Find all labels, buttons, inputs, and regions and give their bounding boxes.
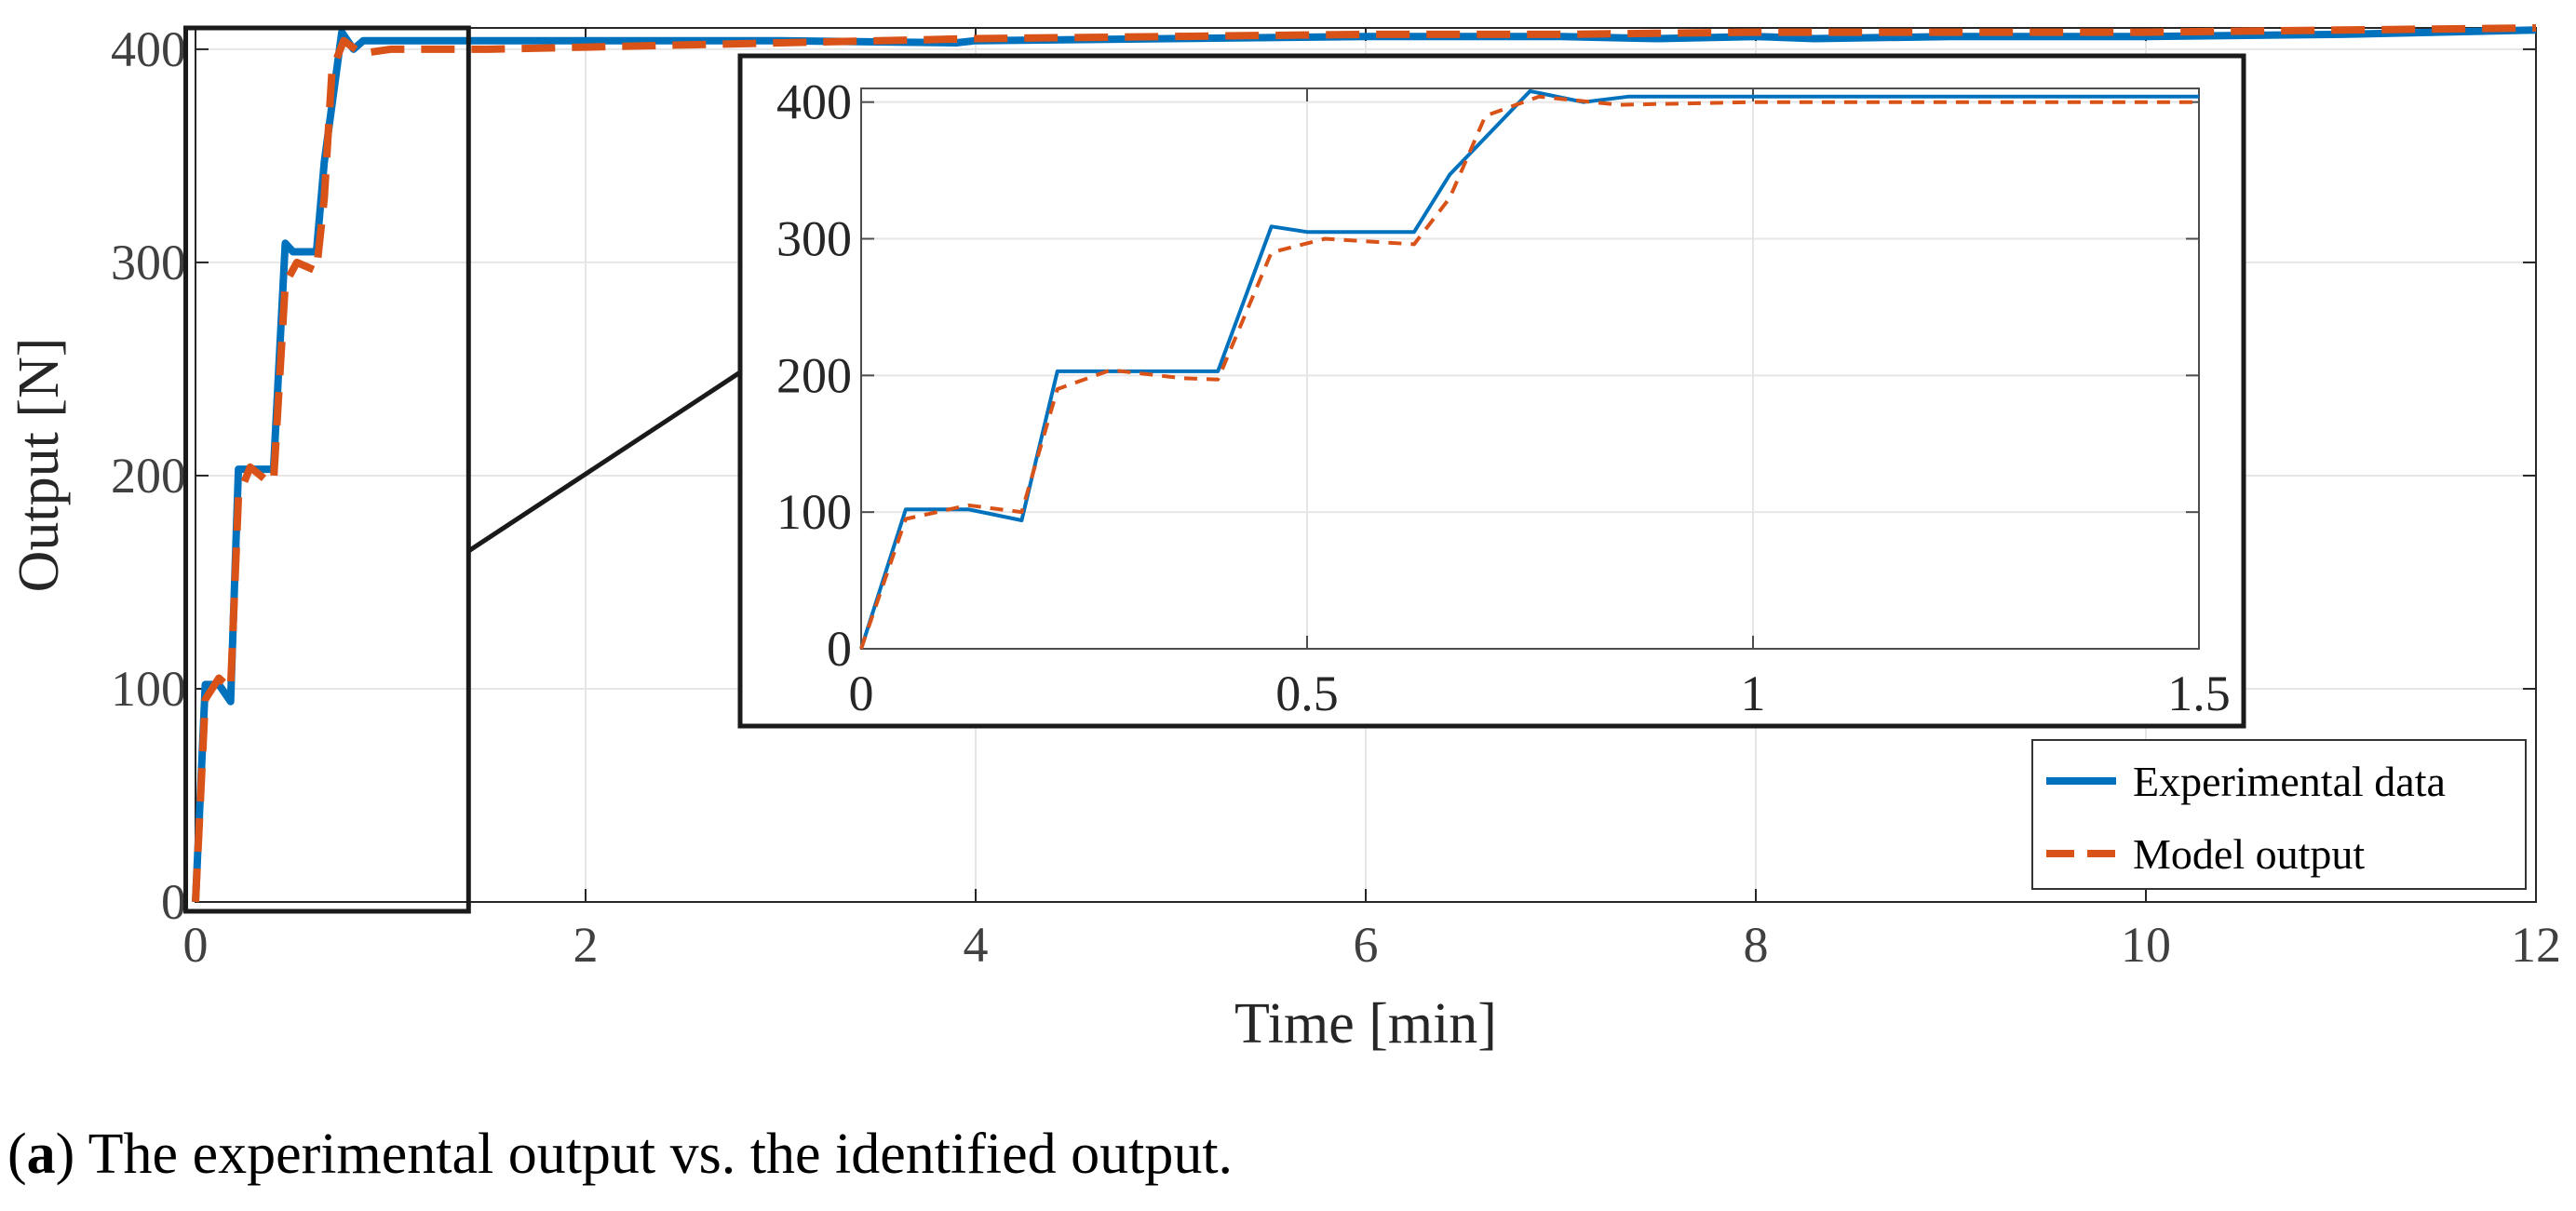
inset-model-output-line	[859, 94, 2199, 650]
inset-y-tick-label: 200	[776, 347, 852, 403]
main-x-tick-label: 10	[2121, 917, 2171, 973]
caption-prefix: (	[7, 1123, 27, 1186]
y-axis-title: Output [N]	[7, 338, 71, 593]
legend-experimental-data-label: Experimental data	[2133, 758, 2446, 805]
legend-model-output-label: Model output	[2133, 830, 2365, 878]
caption-text: ) The experimental output vs. the identi…	[55, 1123, 1234, 1186]
inset-y-tick-label: 100	[776, 484, 852, 540]
main-x-tick-label: 0	[183, 917, 209, 973]
main-y-tick-label: 100	[111, 661, 186, 717]
main-y-tick-label: 0	[161, 874, 186, 930]
main-x-tick-label: 2	[573, 917, 599, 973]
inset-x-tick-label: 0	[849, 666, 874, 721]
main-x-tick-label: 8	[1744, 917, 1769, 973]
x-axis-title: Time [min]	[1234, 992, 1497, 1056]
legend: Experimental data Model output	[2031, 739, 2527, 890]
zoom-region-box	[183, 25, 471, 914]
inset-x-tick-label: 0.5	[1275, 666, 1339, 721]
inset-y-tick-label: 0	[827, 621, 852, 677]
main-y-tick-label: 400	[111, 21, 186, 77]
main-y-tick-label: 300	[111, 235, 186, 290]
inset-plot: 0 0.5 1 1.5 0 100 200 300 400	[466, 53, 2246, 729]
inset-y-tick-label: 300	[776, 211, 852, 267]
inset-y-tick-label: 400	[776, 74, 852, 130]
main-x-tick-label: 6	[1354, 917, 1379, 973]
main-model-output-line	[192, 24, 2537, 903]
inset-x-tick-label: 1.5	[2167, 666, 2231, 721]
inset-x-tick-label: 1	[1741, 666, 1766, 721]
inset-axes-box	[860, 87, 2200, 650]
inset-frame	[737, 53, 2246, 729]
figure-caption: (a) The experimental output vs. the iden…	[7, 1122, 1233, 1188]
main-experimental-data-line	[192, 26, 2537, 903]
main-x-tick-label: 4	[964, 917, 989, 973]
inset-experimental-data-line	[859, 88, 2199, 650]
zoom-connector-line	[466, 370, 742, 554]
main-y-tick-label: 200	[111, 448, 186, 504]
caption-label: a	[26, 1123, 56, 1186]
main-x-tick-label: 12	[2511, 917, 2561, 973]
legend-box	[2031, 739, 2527, 890]
